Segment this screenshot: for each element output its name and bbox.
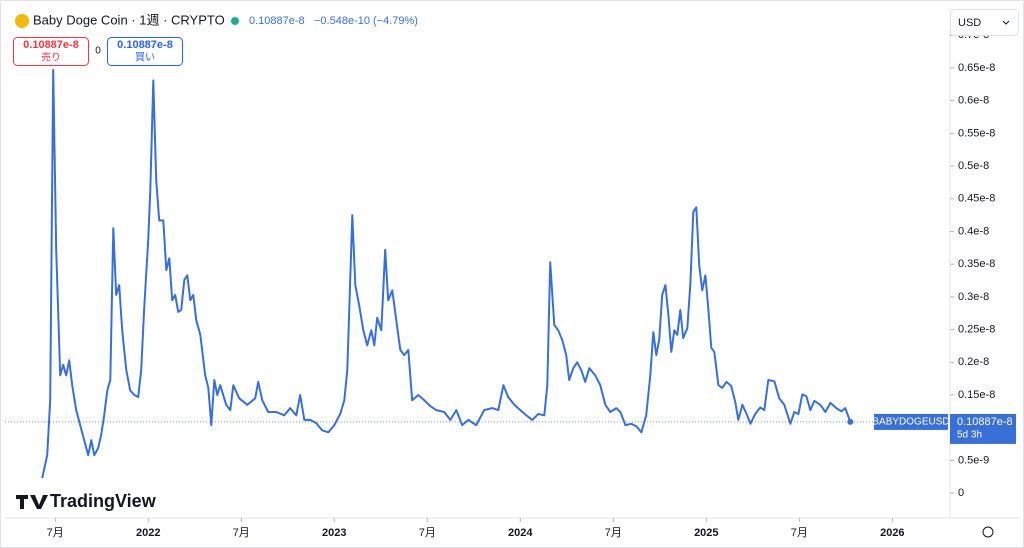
- sell-price[interactable]: 0.10887e-8: [23, 39, 79, 51]
- market-status: [231, 17, 239, 25]
- y-tick-label: 0: [958, 487, 964, 499]
- header-price: 0.10887e-8: [249, 15, 305, 27]
- last-point: [847, 418, 854, 425]
- spread: 0: [95, 46, 101, 57]
- x-tick-label: 7月: [419, 527, 436, 539]
- y-tick-label: 0.35e-8: [958, 258, 995, 270]
- logo-text: TradingView: [50, 491, 157, 511]
- x-tick-label: 7月: [791, 527, 808, 539]
- price-line: [41, 68, 852, 479]
- sell-label[interactable]: 売り: [41, 51, 61, 64]
- x-tick-label: 7月: [233, 527, 250, 539]
- x-tick-label: 2023: [322, 527, 346, 539]
- x-tick-label: 2026: [880, 527, 904, 539]
- symbol-label: BABYDOGEUSD: [872, 417, 949, 428]
- settings-icon[interactable]: [982, 526, 994, 538]
- dropdown-arrow[interactable]: [1002, 20, 1010, 25]
- y-tick-label: 0.65e-8: [958, 62, 995, 74]
- x-tick-label: 7月: [605, 527, 622, 539]
- price-label: 0.10887e-8: [957, 416, 1013, 428]
- symbol-badge: [874, 413, 948, 430]
- y-tick-label: 0.25e-8: [958, 324, 995, 336]
- buy-label[interactable]: 買い: [135, 52, 155, 64]
- coin-icon: [15, 14, 29, 28]
- buy-button[interactable]: [107, 37, 183, 66]
- price-badge: [950, 413, 1016, 444]
- currency-label[interactable]: USD: [958, 17, 981, 29]
- x-tick-label: 7月: [47, 527, 64, 539]
- y-tick-label: 0.4e-8: [958, 225, 989, 237]
- currency-select[interactable]: [950, 9, 1019, 36]
- y-tick-label: 0.55e-8: [958, 127, 995, 139]
- x-tick-label: 2022: [136, 527, 160, 539]
- y-tick-label: 0.2e-8: [958, 356, 989, 368]
- y-tick-label: 0.5e-9: [958, 454, 989, 466]
- chart-title: Baby Doge Coin · 1週 · CRYPTO: [33, 12, 225, 27]
- y-tick-label: 0.5e-8: [958, 160, 989, 172]
- y-tick-label: 0.6e-8: [958, 95, 989, 107]
- y-tick-label: 0.45e-8: [958, 193, 995, 205]
- header-change: −0.548e-10 (−4.79%): [314, 15, 418, 27]
- y-tick-label: 0.3e-8: [958, 291, 989, 303]
- buy-price[interactable]: 0.10887e-8: [117, 39, 173, 51]
- logo-icon: [16, 495, 48, 509]
- x-tick-label: 2024: [508, 527, 533, 539]
- sell-button[interactable]: [13, 37, 89, 66]
- countdown-label: 5d 3h: [957, 430, 982, 441]
- x-tick-label: 2025: [694, 527, 718, 539]
- y-tick-label: 0.15e-8: [958, 389, 995, 401]
